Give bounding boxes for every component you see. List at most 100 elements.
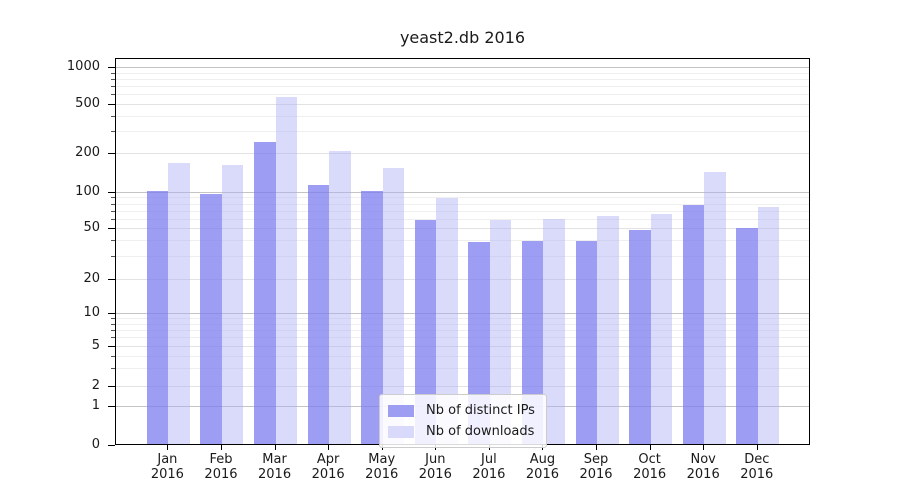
y-tick-mark — [108, 346, 115, 347]
x-tick-label: Jan 2016 — [150, 452, 184, 482]
y-tick-mark — [108, 313, 115, 314]
y-tick-mark — [108, 104, 115, 105]
y-minor-tick-mark — [111, 72, 115, 74]
x-tick-label: Jul 2016 — [472, 452, 506, 482]
bar-ips-dec — [736, 228, 758, 444]
legend-swatch-distinct-ips — [388, 404, 414, 417]
y-tick-label: 1 — [91, 398, 100, 413]
y-minor-tick-mark — [111, 94, 115, 96]
bar-downloads-jun — [436, 197, 458, 444]
y-tick-mark — [108, 228, 115, 229]
gridline — [116, 318, 809, 320]
y-minor-tick-mark — [111, 115, 115, 117]
y-minor-tick-mark — [111, 368, 115, 370]
gridline — [116, 329, 809, 331]
bar-downloads-dec — [757, 206, 780, 444]
y-tick-mark — [108, 445, 115, 446]
gridline — [116, 104, 809, 105]
x-tick-mark — [649, 445, 651, 450]
y-minor-tick-mark — [111, 218, 115, 220]
y-tick-label: 500 — [75, 96, 100, 111]
legend-label-downloads: Nb of downloads — [426, 424, 535, 439]
x-tick-mark — [220, 445, 222, 450]
x-tick-mark — [596, 445, 598, 450]
y-tick-mark — [108, 192, 115, 193]
bar-downloads-oct — [650, 214, 673, 444]
y-minor-tick-mark — [111, 78, 115, 80]
gridline — [116, 279, 809, 280]
bar-downloads-mar — [275, 96, 298, 444]
legend-item-downloads: Nb of downloads — [386, 421, 538, 442]
gridline — [116, 313, 809, 314]
y-minor-tick-mark — [111, 318, 115, 320]
gridline — [116, 192, 809, 193]
gridline — [116, 78, 809, 80]
y-tick-label: 100 — [75, 184, 100, 199]
x-tick-mark — [703, 445, 705, 450]
x-tick-label: May 2016 — [365, 452, 399, 482]
x-tick-mark — [167, 445, 169, 450]
bar-downloads-nov — [704, 172, 726, 444]
bar-ips-jul — [468, 242, 490, 444]
gridline — [116, 355, 809, 357]
bar-downloads-aug — [543, 219, 565, 444]
gridline — [116, 72, 809, 74]
y-minor-tick-mark — [111, 197, 115, 199]
x-tick-label: Nov 2016 — [686, 452, 720, 482]
x-tick-mark — [274, 445, 276, 450]
x-tick-mark — [328, 445, 330, 450]
bar-downloads-apr — [329, 150, 351, 444]
y-tick-mark — [108, 279, 115, 280]
bar-ips-sep — [575, 240, 598, 444]
plot-area: Nb of distinct IPs Nb of downloads — [115, 58, 810, 448]
y-tick-mark — [108, 67, 115, 68]
y-tick-label: 5 — [91, 338, 100, 353]
y-minor-tick-mark — [111, 329, 115, 331]
x-tick-label: Feb 2016 — [204, 452, 238, 482]
gridline — [116, 240, 809, 242]
gridline — [116, 323, 809, 325]
x-tick-mark — [756, 445, 758, 450]
y-tick-label: 1000 — [66, 59, 100, 74]
legend-label-distinct-ips: Nb of distinct IPs — [426, 403, 535, 418]
gridline — [116, 210, 809, 212]
gridline — [116, 115, 809, 117]
gridline — [116, 346, 809, 347]
y-minor-tick-mark — [111, 86, 115, 88]
gridline — [116, 337, 809, 339]
bar-downloads-sep — [597, 215, 619, 444]
y-minor-tick-mark — [111, 323, 115, 325]
y-tick-label: 20 — [83, 271, 100, 286]
gridline — [116, 131, 809, 133]
legend: Nb of distinct IPs Nb of downloads — [379, 394, 547, 448]
bar-downloads-feb — [221, 164, 244, 444]
y-minor-tick-mark — [111, 203, 115, 205]
gridline — [116, 368, 809, 370]
bar-ips-jun — [414, 220, 437, 444]
chart-title: yeast2.db 2016 — [399, 28, 526, 47]
y-tick-label: 2 — [91, 378, 100, 393]
y-tick-label: 200 — [75, 145, 100, 160]
bar-ips-mar — [254, 142, 276, 444]
gridline — [116, 228, 809, 229]
x-tick-label: Dec 2016 — [740, 452, 774, 482]
gridline — [116, 153, 809, 154]
x-tick-label: Apr 2016 — [311, 452, 345, 482]
bar-downloads-may — [382, 168, 405, 444]
y-tick-label: 0 — [91, 437, 100, 452]
bar-ips-aug — [521, 240, 544, 444]
y-tick-label: 50 — [83, 220, 100, 235]
y-minor-tick-mark — [111, 337, 115, 339]
y-minor-tick-mark — [111, 355, 115, 357]
bar-ips-feb — [200, 193, 222, 444]
bar-downloads-jan — [168, 162, 190, 444]
gridline — [116, 203, 809, 205]
y-minor-tick-mark — [111, 210, 115, 212]
gridline — [116, 256, 809, 258]
y-minor-tick-mark — [111, 256, 115, 258]
bar-ips-oct — [629, 230, 651, 444]
y-tick-label: 10 — [83, 305, 100, 320]
bar-ips-may — [361, 191, 383, 444]
y-minor-tick-mark — [111, 131, 115, 133]
x-tick-label: Oct 2016 — [633, 452, 667, 482]
